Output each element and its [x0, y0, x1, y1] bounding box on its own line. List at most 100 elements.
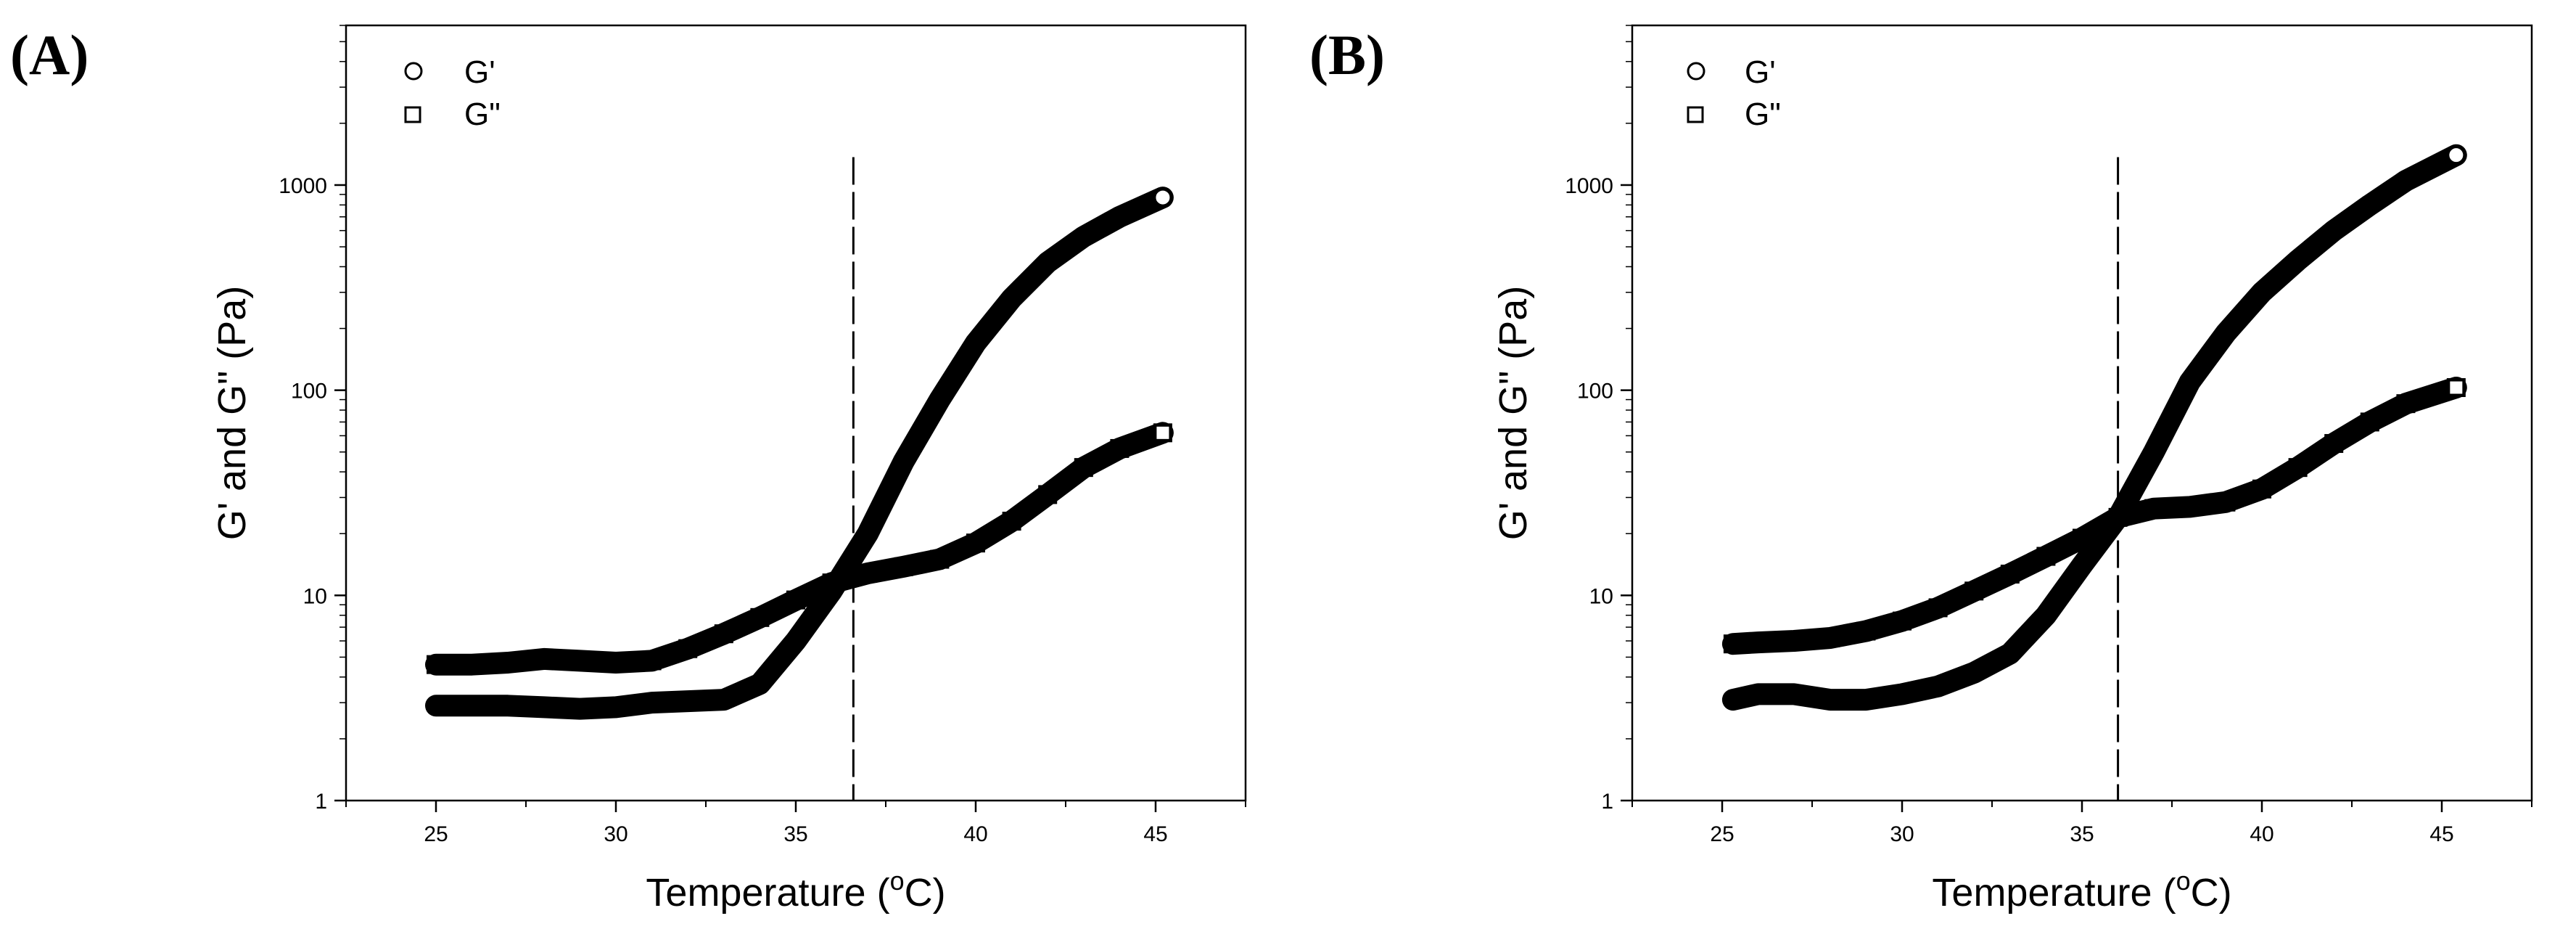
- panel-b-x-axis-label: Temperature (oC): [1932, 866, 2231, 915]
- panel-a-plot-area: 25 30 35 40 45 1 10 100 1000: [279, 25, 1246, 846]
- data-point-gprime: [461, 695, 482, 716]
- data-point-gdoubleprime: [714, 624, 733, 644]
- x-tick-label: 30: [1890, 822, 1914, 846]
- data-point-gdoubleprime: [822, 573, 841, 593]
- panel-b-label: (B): [1309, 23, 1385, 86]
- legend-gdoubleprime-label: G": [464, 97, 501, 132]
- data-point-gdoubleprime: [1723, 634, 1742, 654]
- data-point-gprime: [1037, 252, 1058, 273]
- x-tick-label: 45: [1143, 822, 1167, 846]
- legend-gdoubleprime-label: G": [1745, 97, 1781, 132]
- data-point-gprime: [2359, 195, 2380, 216]
- data-point-gdoubleprime: [2144, 499, 2164, 518]
- data-point-gdoubleprime: [498, 653, 518, 673]
- end-marker-gdoubleprime: [1154, 424, 1172, 441]
- x-tick-label: 35: [783, 822, 807, 846]
- data-point-gdoubleprime: [462, 655, 482, 674]
- data-point-gdoubleprime: [1964, 581, 1984, 601]
- legend-gprime-circle-marker: [404, 62, 423, 81]
- y-tick-label: 1000: [279, 174, 327, 198]
- data-point-gprime: [1784, 684, 1805, 705]
- data-point-gdoubleprime: [786, 590, 805, 610]
- data-point-gprime: [1964, 662, 1985, 683]
- data-point-gprime: [1856, 690, 1877, 711]
- y-tick-label: 1: [1601, 790, 1613, 814]
- y-tick-label: 100: [291, 380, 327, 404]
- y-tick-label: 10: [303, 584, 327, 608]
- data-point-gdoubleprime: [1110, 438, 1129, 458]
- legend-gprime-label: G': [1745, 54, 1776, 90]
- data-point-gprime: [606, 697, 626, 718]
- panel-a-legend: G' G": [404, 54, 501, 132]
- data-point-gdoubleprime: [2108, 507, 2128, 527]
- data-point-gprime: [641, 692, 662, 713]
- data-point-gprime: [1109, 206, 1130, 227]
- data-point-gdoubleprime: [894, 557, 913, 576]
- data-point-gdoubleprime: [966, 533, 985, 553]
- data-point-gdoubleprime: [427, 655, 445, 674]
- x-tick-label: 40: [2250, 822, 2273, 846]
- data-point-gdoubleprime: [930, 549, 950, 569]
- x-tick-label: 30: [604, 822, 627, 846]
- data-point-gprime: [2072, 555, 2092, 576]
- x-tick-label: 40: [963, 822, 987, 846]
- x-tick-label: 25: [424, 822, 448, 846]
- data-point-gprime: [426, 695, 446, 716]
- legend-gprime-label: G': [464, 54, 495, 90]
- panel-a-x-axis-label: Temperature (oC): [646, 866, 945, 915]
- data-point-gdoubleprime: [1893, 611, 1912, 631]
- data-point-gprime: [2324, 220, 2345, 241]
- data-point-gprime: [2179, 371, 2200, 392]
- data-point-gprime: [1748, 684, 1769, 705]
- data-point-gprime: [1892, 684, 1912, 705]
- data-point-gprime: [929, 389, 950, 410]
- data-point-gdoubleprime: [1928, 598, 1948, 618]
- data-point-gdoubleprime: [2180, 497, 2200, 517]
- data-point-gdoubleprime: [606, 653, 625, 673]
- data-point-gdoubleprime: [858, 564, 878, 584]
- data-point-gdoubleprime: [2252, 479, 2271, 499]
- data-point-gdoubleprime: [1748, 633, 1768, 652]
- data-point-gdoubleprime: [2288, 458, 2308, 478]
- data-point-gdoubleprime: [1820, 629, 1840, 648]
- end-marker-gdoubleprime: [2448, 379, 2465, 396]
- y-tick-label: 1: [315, 790, 327, 814]
- data-point-gprime: [749, 674, 770, 695]
- data-point-gdoubleprime: [2000, 564, 2020, 584]
- data-point-gdoubleprime: [1785, 631, 1804, 651]
- panel-a-label: (A): [10, 23, 89, 86]
- data-point-gprime: [498, 695, 519, 716]
- legend-gdoubleprime-square-marker: [1687, 106, 1704, 123]
- data-point-gprime: [1999, 643, 2020, 664]
- legend-gprime-circle-marker: [1687, 62, 1705, 81]
- data-point-gdoubleprime: [2073, 528, 2091, 548]
- data-point-gdoubleprime: [570, 651, 590, 671]
- data-point-gdoubleprime: [2324, 434, 2344, 454]
- x-tick-label: 25: [1710, 822, 1734, 846]
- data-point-gdoubleprime: [2396, 394, 2416, 414]
- legend-gdoubleprime-square-marker: [404, 106, 421, 123]
- data-point-gprime: [1001, 288, 1022, 309]
- data-point-gdoubleprime: [1856, 621, 1876, 641]
- data-point-gprime: [569, 698, 590, 719]
- data-point-gprime: [2036, 605, 2057, 626]
- data-point-gprime: [713, 690, 734, 711]
- data-point-gprime: [2144, 441, 2165, 462]
- data-point-gdoubleprime: [2360, 412, 2379, 432]
- panel-b-plot-area: 25 30 35 40 45 1 10 100 1000: [1565, 25, 2532, 846]
- data-point-gprime: [2252, 282, 2272, 303]
- data-point-gdoubleprime: [1074, 458, 1093, 478]
- panel-a: (A) Temperature (oC) G' and G" (Pa) G' G…: [10, 23, 1247, 915]
- data-point-gprime: [857, 523, 878, 544]
- data-point-gdoubleprime: [678, 639, 698, 658]
- data-point-gdoubleprime: [642, 651, 662, 671]
- panel-b-y-axis-label: G' and G" (Pa): [1491, 286, 1535, 541]
- panel-b-legend: G' G": [1687, 54, 1781, 132]
- y-tick-label: 100: [1577, 380, 1613, 404]
- data-point-gprime: [1722, 690, 1743, 711]
- data-point-gdoubleprime: [2036, 547, 2056, 566]
- end-marker-gprime: [2447, 146, 2466, 165]
- data-point-gprime: [533, 697, 554, 718]
